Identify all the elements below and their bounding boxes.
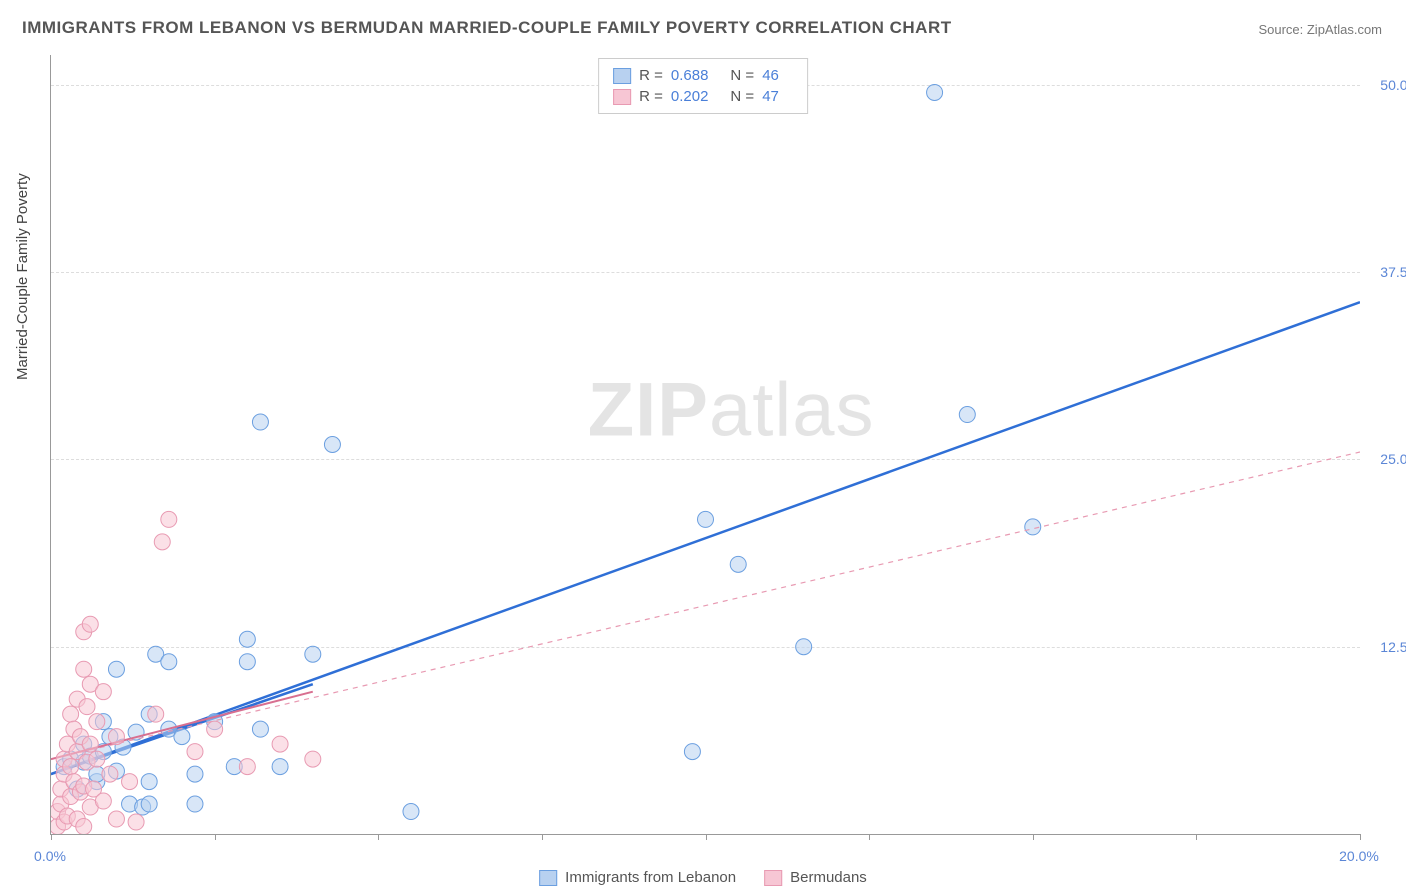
xtick — [1196, 834, 1197, 840]
r-label: R = — [639, 67, 663, 84]
point-lebanon — [174, 729, 190, 745]
point-lebanon — [324, 437, 340, 453]
point-bermudans — [76, 661, 92, 677]
y-axis-label: Married-Couple Family Poverty — [14, 173, 31, 380]
point-lebanon — [927, 84, 943, 100]
legend-label: Immigrants from Lebanon — [565, 869, 736, 886]
point-bermudans — [207, 721, 223, 737]
point-bermudans — [89, 751, 105, 767]
r-value: 0.202 — [671, 88, 709, 105]
point-lebanon — [141, 774, 157, 790]
point-bermudans — [82, 736, 98, 752]
legend-item-lebanon: Immigrants from Lebanon — [539, 869, 736, 886]
n-label: N = — [730, 67, 754, 84]
point-bermudans — [154, 534, 170, 550]
chart-title: IMMIGRANTS FROM LEBANON VS BERMUDAN MARR… — [22, 18, 952, 38]
correlation-legend: R = 0.688 N = 46 R = 0.202 N = 47 — [598, 58, 808, 114]
point-lebanon — [698, 511, 714, 527]
point-bermudans — [102, 766, 118, 782]
point-bermudans — [82, 616, 98, 632]
point-bermudans — [128, 814, 144, 830]
point-lebanon — [239, 631, 255, 647]
legend-row-bermudans: R = 0.202 N = 47 — [613, 86, 793, 107]
point-bermudans — [108, 811, 124, 827]
point-bermudans — [272, 736, 288, 752]
point-lebanon — [272, 759, 288, 775]
point-lebanon — [730, 556, 746, 572]
xtick — [542, 834, 543, 840]
xtick — [1033, 834, 1034, 840]
swatch-lebanon-icon — [613, 68, 631, 84]
legend-row-lebanon: R = 0.688 N = 46 — [613, 65, 793, 86]
r-label: R = — [639, 88, 663, 105]
point-lebanon — [187, 766, 203, 782]
point-bermudans — [79, 699, 95, 715]
trendline-lebanon — [51, 302, 1360, 774]
series-legend: Immigrants from Lebanon Bermudans — [539, 869, 867, 886]
xtick — [1360, 834, 1361, 840]
ytick-label: 12.5% — [1365, 639, 1406, 655]
ytick-label: 25.0% — [1365, 451, 1406, 467]
legend-label: Bermudans — [790, 869, 867, 886]
point-bermudans — [161, 511, 177, 527]
point-lebanon — [959, 407, 975, 423]
xtick — [51, 834, 52, 840]
point-bermudans — [108, 729, 124, 745]
point-bermudans — [89, 714, 105, 730]
point-bermudans — [187, 744, 203, 760]
point-lebanon — [187, 796, 203, 812]
swatch-bermudans-icon — [764, 870, 782, 886]
xtick — [869, 834, 870, 840]
n-value: 47 — [762, 88, 779, 105]
point-bermudans — [239, 759, 255, 775]
point-lebanon — [141, 796, 157, 812]
xtick — [706, 834, 707, 840]
point-lebanon — [796, 639, 812, 655]
point-lebanon — [252, 721, 268, 737]
point-bermudans — [63, 706, 79, 722]
ytick-label: 50.0% — [1365, 77, 1406, 93]
point-lebanon — [239, 654, 255, 670]
source-label: Source: ZipAtlas.com — [1258, 22, 1382, 37]
trendline-bermudans — [51, 452, 1360, 759]
point-bermudans — [95, 793, 111, 809]
r-value: 0.688 — [671, 67, 709, 84]
point-bermudans — [148, 706, 164, 722]
ytick-label: 37.5% — [1365, 264, 1406, 280]
xtick — [215, 834, 216, 840]
point-bermudans — [63, 759, 79, 775]
point-lebanon — [305, 646, 321, 662]
point-lebanon — [252, 414, 268, 430]
xtick-label: 20.0% — [1339, 848, 1379, 864]
point-bermudans — [76, 819, 92, 834]
scatter-svg — [51, 55, 1360, 834]
n-label: N = — [730, 88, 754, 105]
point-bermudans — [95, 684, 111, 700]
n-value: 46 — [762, 67, 779, 84]
chart-plot-area: 12.5%25.0%37.5%50.0% — [50, 55, 1360, 835]
point-lebanon — [403, 804, 419, 820]
swatch-lebanon-icon — [539, 870, 557, 886]
legend-item-bermudans: Bermudans — [764, 869, 867, 886]
point-lebanon — [684, 744, 700, 760]
point-bermudans — [305, 751, 321, 767]
point-bermudans — [122, 774, 138, 790]
xtick-label: 0.0% — [34, 848, 66, 864]
point-lebanon — [108, 661, 124, 677]
swatch-bermudans-icon — [613, 89, 631, 105]
point-lebanon — [161, 654, 177, 670]
xtick — [378, 834, 379, 840]
